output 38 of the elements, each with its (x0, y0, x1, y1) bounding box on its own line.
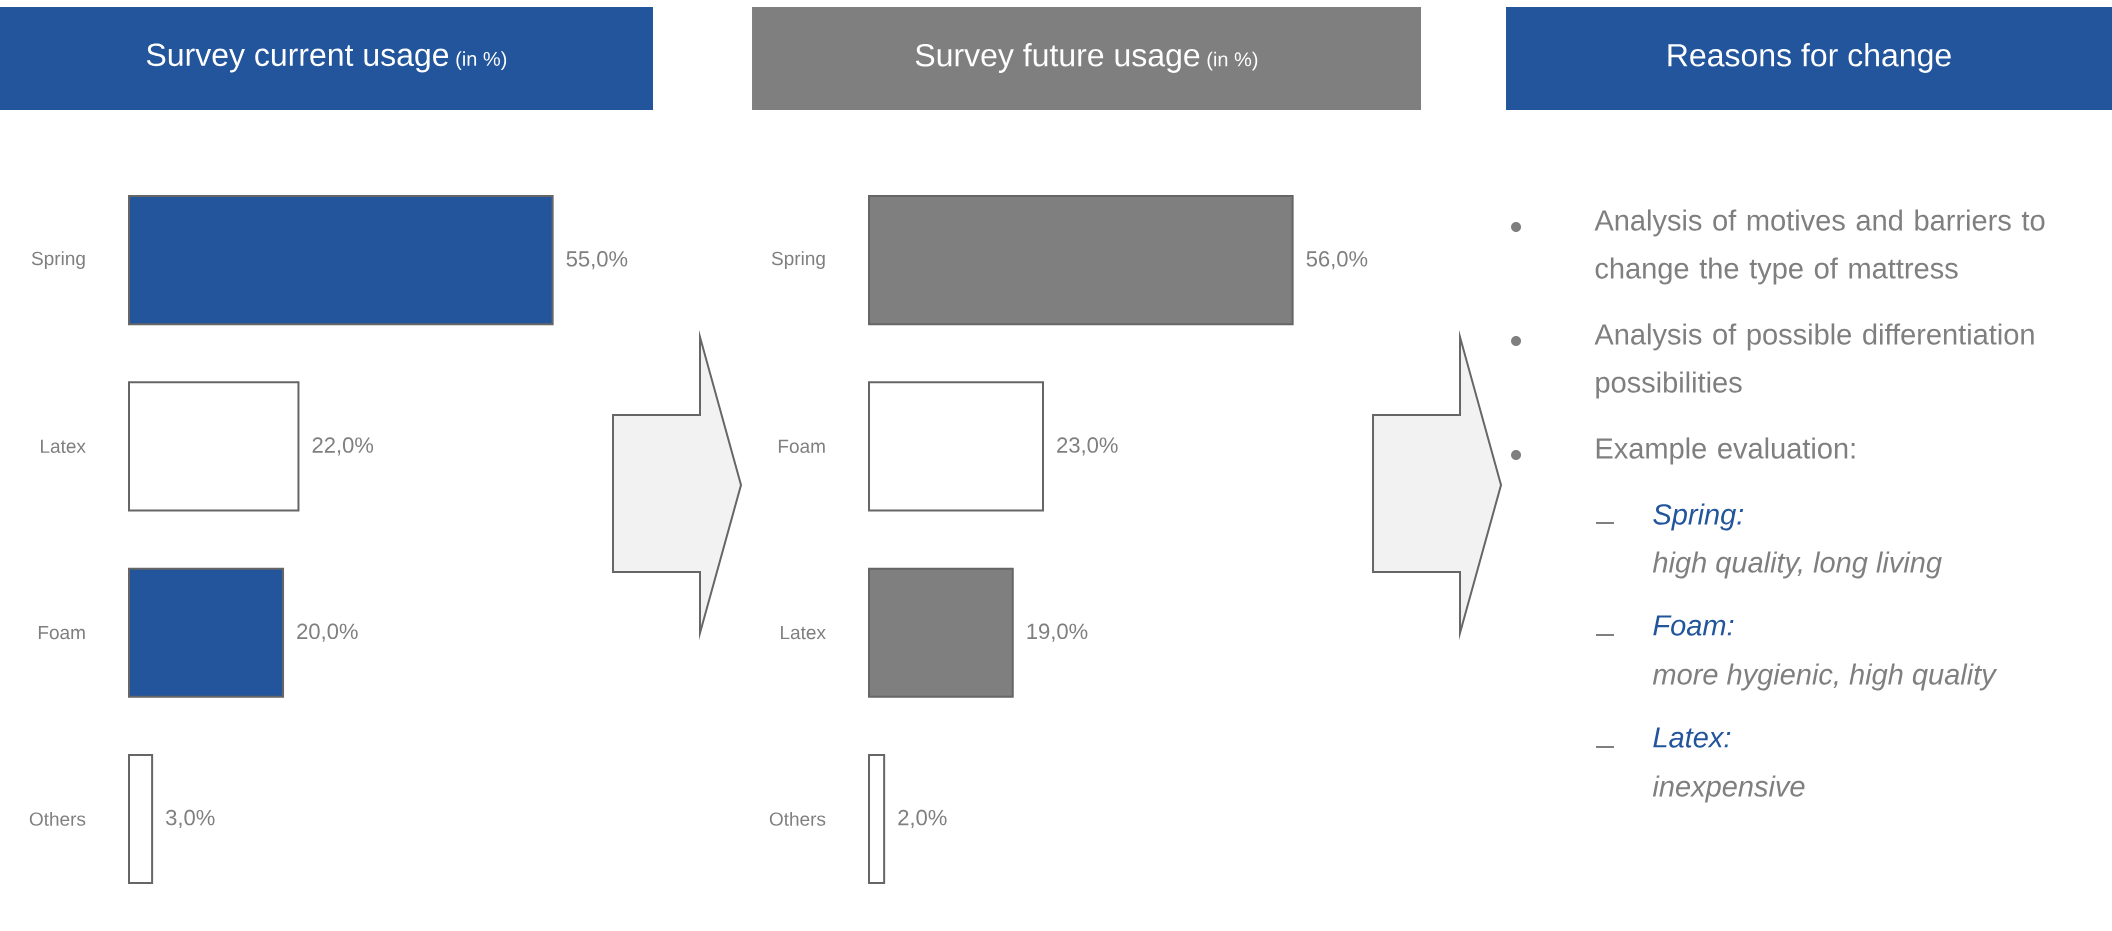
text: high quality, long living (1652, 551, 1942, 579)
text: Analysis of motives and barriers to change the type of mattress (1594, 209, 2045, 285)
chart-title: Survey current usage (146, 43, 449, 73)
y-tick-label: Latex (781, 625, 826, 640)
data-label: 19,0% (1027, 623, 1088, 642)
data-label: 56,0% (1306, 251, 1368, 270)
data-label: 22,0% (312, 437, 374, 456)
text: more hygienic, high quality (1652, 663, 1998, 691)
text: Example evaluation: (1596, 437, 1855, 465)
data-label: 20,0% (297, 623, 358, 642)
data-label: 2,0% (898, 809, 947, 828)
bar (868, 567, 1014, 698)
chart-subtitle: (in %) (456, 51, 507, 70)
text: Spring: (1653, 503, 1744, 531)
y-tick-label: Others (769, 811, 826, 826)
y-tick-label: Others (29, 811, 86, 826)
chart-subtitle: (in %) (1207, 51, 1258, 71)
bar (128, 195, 554, 326)
y-tick-label: Spring (771, 251, 825, 269)
bar (128, 567, 285, 698)
y-tick-label: Latex (41, 439, 86, 454)
text: inexpensive (1652, 775, 1805, 803)
text: Reasons for change (1668, 43, 1951, 73)
y-tick-label: Foam (778, 439, 825, 454)
bar (128, 381, 300, 512)
bar (868, 381, 1044, 512)
bar (868, 195, 1294, 326)
text: Foam: (1653, 615, 1734, 636)
data-label: 23,0% (1057, 437, 1118, 456)
data-label: 55,0% (566, 251, 628, 270)
bar (128, 753, 154, 884)
text: Latex: (1653, 727, 1731, 748)
y-tick-label: Spring (31, 251, 85, 269)
y-tick-label: Foam (38, 625, 85, 640)
text: Analysis of possible differentiation possibilities (1594, 323, 2034, 399)
chart-title: Survey future usage (915, 43, 1200, 73)
bar (868, 753, 886, 884)
data-label: 3,0% (166, 809, 215, 828)
